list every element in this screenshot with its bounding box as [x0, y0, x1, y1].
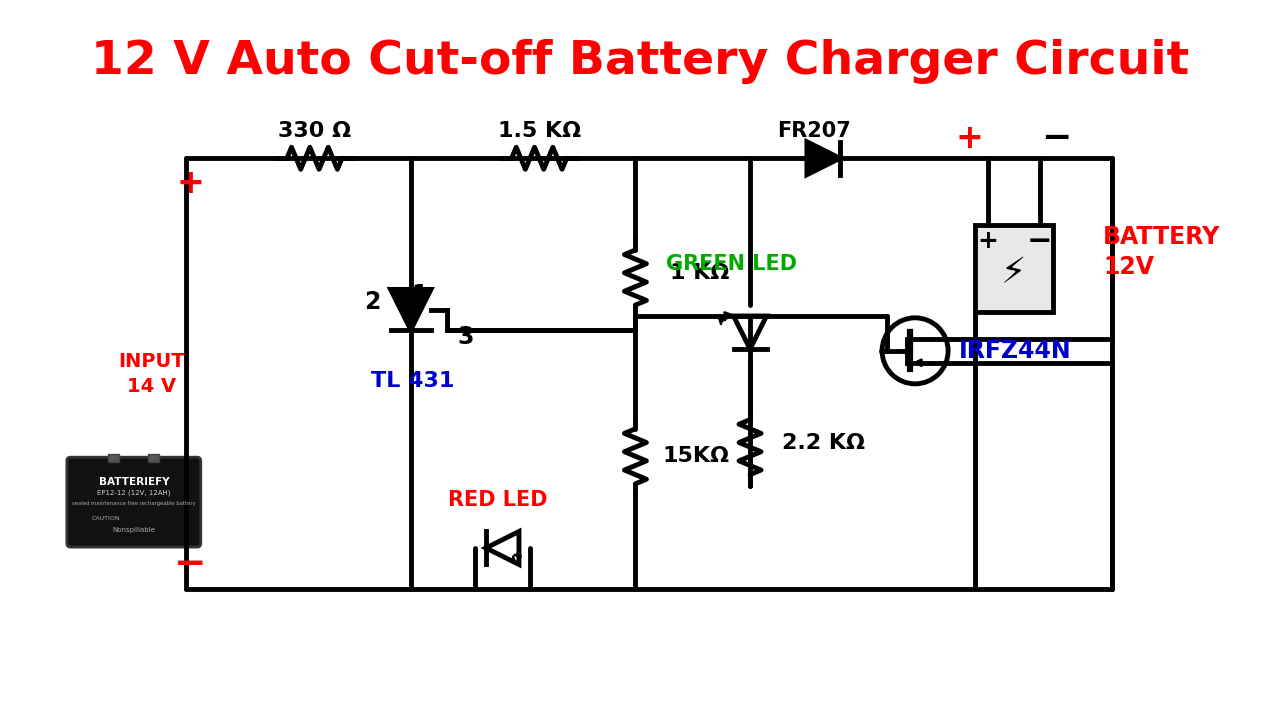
Text: CAUTION: CAUTION — [92, 516, 120, 521]
Text: 15KΩ: 15KΩ — [663, 446, 730, 467]
Text: IRFZ44N: IRFZ44N — [959, 339, 1071, 363]
Text: GREEN LED: GREEN LED — [666, 253, 797, 274]
Text: −: − — [1041, 121, 1071, 155]
Text: BATTERIEFY: BATTERIEFY — [99, 477, 169, 487]
Text: 330 Ω: 330 Ω — [278, 121, 351, 140]
Text: 1.5 KΩ: 1.5 KΩ — [498, 121, 581, 140]
Text: sealed maintenance free rechargeable battery: sealed maintenance free rechargeable bat… — [72, 501, 196, 506]
Text: 1 KΩ: 1 KΩ — [671, 263, 730, 283]
Text: TL 431: TL 431 — [371, 371, 454, 391]
Text: ⚡: ⚡ — [1001, 256, 1027, 290]
Text: 2: 2 — [364, 290, 380, 314]
Text: +: + — [977, 229, 998, 253]
FancyBboxPatch shape — [974, 225, 1052, 312]
FancyBboxPatch shape — [148, 454, 160, 462]
Text: INPUT
14 V: INPUT 14 V — [118, 352, 184, 396]
FancyBboxPatch shape — [67, 457, 201, 547]
Text: 1: 1 — [412, 283, 428, 307]
Text: 3: 3 — [457, 325, 474, 349]
Text: −: − — [174, 544, 207, 582]
Text: −: − — [1027, 227, 1052, 256]
Text: 2.2 KΩ: 2.2 KΩ — [782, 433, 865, 453]
Text: FR207: FR207 — [777, 121, 851, 140]
FancyBboxPatch shape — [108, 454, 119, 462]
Text: RED LED: RED LED — [448, 490, 548, 510]
Text: +: + — [955, 122, 983, 155]
Text: +: + — [177, 168, 205, 200]
Text: BATTERY
12V: BATTERY 12V — [1103, 225, 1220, 279]
Text: EP12-12 (12V, 12AH): EP12-12 (12V, 12AH) — [97, 490, 170, 496]
Text: 12 V Auto Cut-off Battery Charger Circuit: 12 V Auto Cut-off Battery Charger Circui… — [91, 40, 1189, 84]
Text: Nonspillable: Nonspillable — [113, 526, 155, 533]
Polygon shape — [390, 289, 431, 330]
Polygon shape — [806, 142, 840, 175]
